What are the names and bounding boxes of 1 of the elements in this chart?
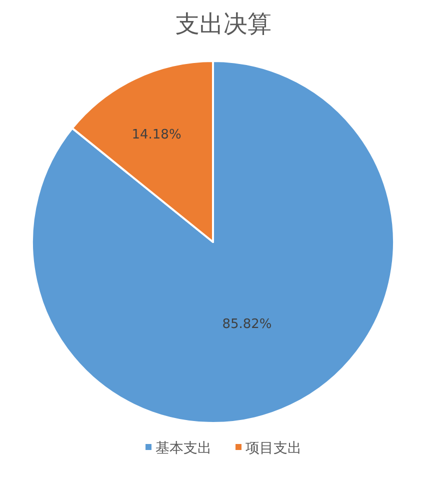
title: 支出决算 <box>176 10 272 38</box>
